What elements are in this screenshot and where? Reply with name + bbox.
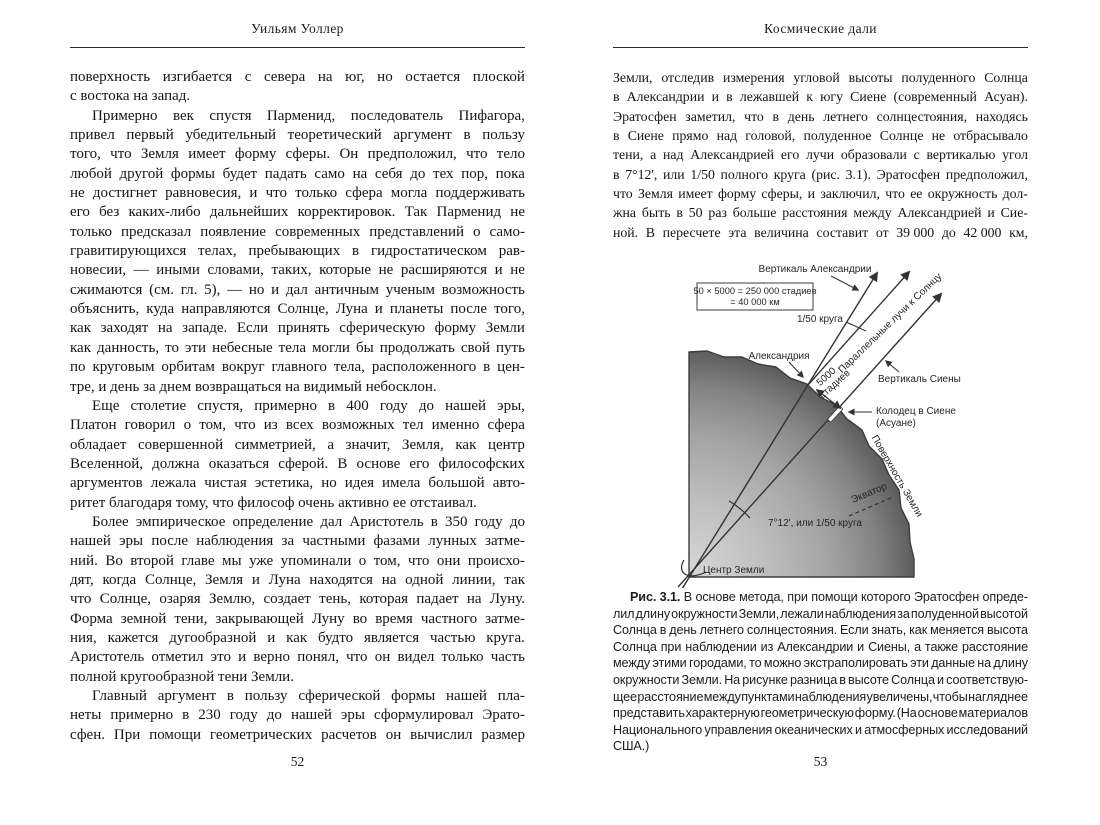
center-angle-tick xyxy=(728,500,751,519)
text-line: сжимаются (см. гл. 5), — но и дал античным ученым… xyxy=(70,281,525,298)
text-line: Платон говорил о том, что из всех возможных тел и… xyxy=(70,417,525,434)
text-line: щее расстояние между пунктами наблюдения увел… xyxy=(613,689,1028,704)
text-line: аргументов лежала чистая эстетика, но идея име… xyxy=(70,475,525,492)
leader-alexandria xyxy=(788,361,804,379)
left-page-body-text: поверхность изгибается с севера на юг, но остае… xyxy=(70,68,525,745)
center-vertex-arc xyxy=(680,559,707,577)
text-line: новесии, — иными словами, таких, которые не рас… xyxy=(70,262,525,279)
text-line: сфен. При помощи геометрических расчетов он вы… xyxy=(70,726,525,743)
stadia-calc-box xyxy=(696,282,814,311)
syene-vertical-line xyxy=(677,292,943,588)
text-line: представить характерную геометрическую форм… xyxy=(613,706,1028,721)
text-line: жна быть в 50 раз больше расстояния между Алекса… xyxy=(613,205,1028,221)
label-vertical-alexandria: Вертикаль Александрии xyxy=(759,264,872,275)
text-line: ритет благодаря тому, что философ очень … xyxy=(70,494,477,511)
page-number-left: 52 xyxy=(290,754,305,769)
label-angle: 7°12', или 1/50 круга xyxy=(768,518,862,529)
text-line: США.) xyxy=(613,739,650,754)
text-line: его без каких-либо дальнейших корректировок.… xyxy=(70,204,525,221)
right-page-body-text: Земли, отследив измерения угловой высоты полу… xyxy=(613,68,1028,242)
text-line: любой другой формы будет падать само на себя до т… xyxy=(70,165,525,182)
text-line: объяснить, куда направляются Солнце, Луна и пл… xyxy=(70,301,525,318)
stadia-calc-line2: = 40 000 км xyxy=(730,297,780,307)
label-earth-center: Центр Земли xyxy=(703,565,764,576)
text-line: Солнца в день летнего солнцестояния. Если знат… xyxy=(613,623,1028,638)
label-alexandria: Александрия xyxy=(748,351,809,362)
text-line: только предсказал появление современных пред… xyxy=(70,223,525,240)
text-line: Солнца при наблюдении из Александрии и Сиены, а… xyxy=(613,639,1028,654)
earth-quarter-disc xyxy=(688,350,915,578)
running-head-title: Космические дали xyxy=(764,21,877,36)
leader-vertical-alexandria xyxy=(830,275,860,291)
text-line: ний. Во второй главе мы уже упоминали о том, что о… xyxy=(70,552,525,569)
text-line: в Александрии и в лежавшей к югу Сиене (современ… xyxy=(613,89,1028,105)
text-line: как данность, то эти небесные тела могли бы прод… xyxy=(70,339,525,356)
text-line: обладает совершенной симметрией, а значит, Зе… xyxy=(70,436,525,453)
figure-3-1-diagram: 50 × 5000 = 250 000 стадиев = 40 000 км … xyxy=(677,264,961,588)
text-line: поверхность изгибается с севера на юг, но остае… xyxy=(70,69,525,85)
text-line: что Земля имеет форму сферы, и заключил, что ее о… xyxy=(613,186,1028,202)
equator-dashed-line xyxy=(848,496,894,517)
text-line: неты примерно в 230 году до нашей эры сформулиро… xyxy=(70,707,525,724)
distance-double-arrow xyxy=(815,388,842,410)
text-line: Земли, отследив измерения угловой высоты полу… xyxy=(613,70,1028,85)
text-line: в 7°12', или 1/50 полного круга (рис. 3.1). Эрат… xyxy=(613,166,1028,182)
header-rule-left xyxy=(70,47,525,48)
text-line: с востока на запад. xyxy=(70,88,191,105)
text-line: Более эмпирическое определение дал Аристотел… xyxy=(92,513,525,530)
text-line: как заходят на западе. Если принять сферическу… xyxy=(70,320,525,337)
label-vertical-syene: Вертикаль Сиены xyxy=(878,374,961,385)
text-line: нашей эры после наблюдения за частными фазами л… xyxy=(70,533,525,550)
text-line: Примерно век спустя Парменид, последователь П… xyxy=(92,107,525,124)
sun-ray-line xyxy=(807,270,911,386)
text-line: тени, а над Александрией его лучи образовали с в… xyxy=(613,147,1028,163)
text-line: Форма земной тени, закрывающей Луну во время ча… xyxy=(70,610,525,627)
text-line: по круговым орбитам вокруг главного тела, расп… xyxy=(70,359,525,376)
label-fraction: 1/50 круга xyxy=(797,314,843,325)
text-line: дят, когда Солнце, Земля и Луна находятся на одн… xyxy=(70,571,525,588)
leader-vertical-syene xyxy=(884,360,900,373)
text-line: в Сиене прямо над головой, полуденное Солнце не… xyxy=(613,128,1028,144)
label-well-line1: Колодец в Сиене xyxy=(876,406,956,417)
text-line: Еще столетие спустя, примерно в 400 году до наше… xyxy=(92,397,525,414)
text-line: лил длину окружности Земли, лежали наблюдения… xyxy=(613,606,1028,621)
text-line: Национального управления океанических и атмо… xyxy=(613,722,1028,737)
text-line: тре, и день за днем возвращаться на види… xyxy=(70,378,437,395)
page-number-right: 53 xyxy=(813,754,828,769)
text-line: Эратосфен заметил, что в день летнего солнцест… xyxy=(613,108,1028,124)
text-line: полной кругообразной тени Земли. xyxy=(70,668,294,685)
text-line: не достигнет равновесия, и что только сфера мог… xyxy=(70,185,525,202)
leader-fraction xyxy=(845,321,867,332)
text-line: между этими городами, то можно экстраполирова… xyxy=(613,656,1028,671)
label-well-line2: (Асуане) xyxy=(876,418,916,429)
text-line: окружности Земли. На рисунке разница в высоте С… xyxy=(613,672,1028,687)
stadia-calc-line1: 50 × 5000 = 250 000 стадиев xyxy=(693,286,816,296)
text-line: ния, кажется дугообразной и как будто является… xyxy=(70,629,525,646)
text-line: Аристотель отметил это и верно понял, что он вид… xyxy=(70,649,525,666)
text-line: Главный аргумент в пользу сферической формы на… xyxy=(92,688,525,704)
running-head-author: Уильям Уоллер xyxy=(251,21,344,36)
header-rule-right xyxy=(613,47,1028,48)
alexandria-vertical-line xyxy=(681,271,879,588)
text-line: гравитирующихся телах, пребывающих в гидрост… xyxy=(70,243,525,260)
text-line: того, что Земля имеет форму сферы. Он предполож… xyxy=(70,146,525,163)
label-well: Колодец в Сиене (Асуане) xyxy=(876,406,959,429)
text-line: привел первый убедительный теоретический арг… xyxy=(70,127,525,144)
text-line: что Солнце, озаряя Землю, создает тень, котора… xyxy=(70,591,525,608)
